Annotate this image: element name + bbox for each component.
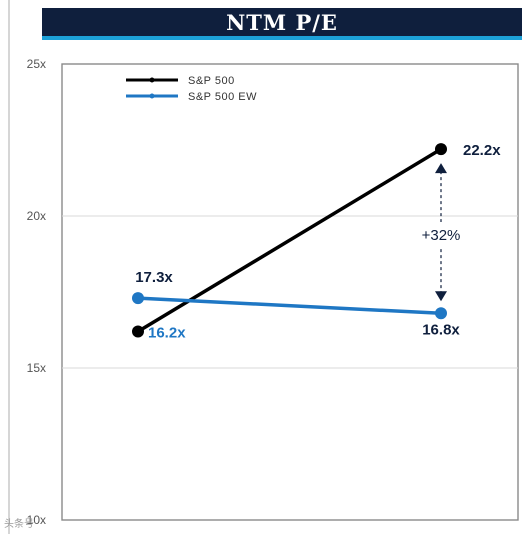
legend-swatch-marker <box>149 77 155 83</box>
data-label: 16.2x <box>148 325 186 342</box>
watermark-text: 头条号 <box>4 519 34 530</box>
legend-box <box>82 72 314 108</box>
legend-swatch-marker <box>149 93 155 99</box>
chart-title: NTM P/E <box>226 9 338 35</box>
y-tick-label: 15x <box>27 361 46 375</box>
annotation-bg <box>415 222 467 248</box>
left-border-rule <box>8 0 10 534</box>
up-arrow-icon <box>435 163 447 174</box>
chart-title-banner: NTM P/E <box>42 8 522 40</box>
data-label: 17.3x <box>135 269 173 286</box>
down-arrow-icon <box>435 291 447 302</box>
data-point <box>435 307 447 320</box>
legend-label: S&P 500 EW <box>188 91 257 103</box>
data-point <box>132 325 144 338</box>
data-point <box>435 143 447 156</box>
data-label: 16.8x <box>422 321 460 338</box>
series-line <box>136 296 443 316</box>
data-label: 22.2x <box>463 142 501 159</box>
data-point <box>132 292 144 305</box>
legend-label: S&P 500 <box>188 75 235 87</box>
annotation-label: +32% <box>422 227 461 244</box>
y-tick-label: 25x <box>27 57 46 71</box>
plot-frame <box>61 63 519 521</box>
y-tick-label: 10x <box>27 513 46 527</box>
y-tick-label: 20x <box>27 209 46 223</box>
